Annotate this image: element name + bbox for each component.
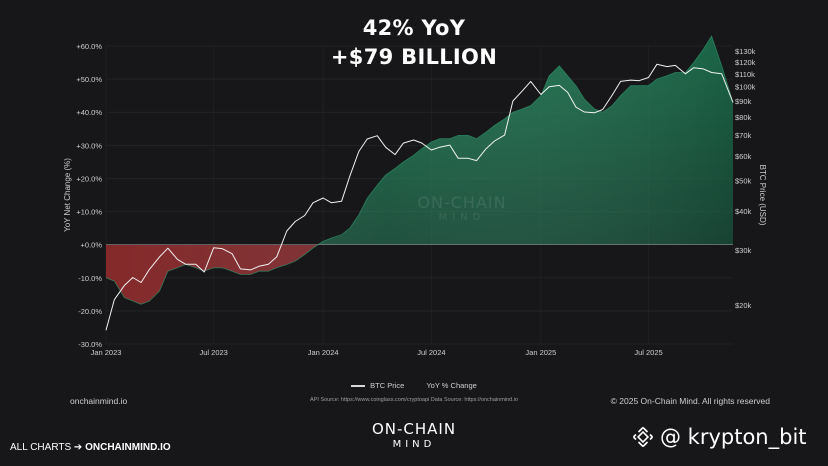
y2-tick-label: $40k [735, 207, 752, 216]
y2-tick-label: $120k [735, 58, 756, 67]
y2-tick-label: $110k [735, 70, 755, 79]
handle-text: @ krypton_bit [660, 425, 807, 449]
yoy-area [105, 35, 734, 305]
legend-yoy-label: YoY % Change [426, 381, 477, 390]
btc-price-series [105, 63, 734, 331]
y-tick-label: +30.0% [76, 141, 102, 150]
y2-tick-label: $70k [735, 131, 752, 140]
btc-price-line [105, 63, 734, 331]
y-tick-label: +20.0% [76, 174, 102, 183]
y2-tick-label: $100k [735, 83, 756, 92]
axes: +60.0% +50.0% +40.0% +30.0% +20.0% +10.0% +0.0… [63, 42, 767, 357]
copyright-notice: © 2025 On-Chain Mind. All rights reserve… [610, 396, 770, 406]
headline-amount: +$79 BILLION [330, 45, 498, 69]
api-source-note: API Source: https://www.coinglass.com/cr… [310, 397, 518, 403]
y2-tick-label: $50k [735, 177, 752, 186]
x-tick-label: Jul 2023 [199, 348, 227, 357]
y-tick-label: -20.0% [78, 307, 102, 316]
y2-tick-label: $60k [735, 152, 752, 161]
binance-icon [632, 426, 654, 448]
y-tick-label: -30.0% [78, 340, 102, 349]
yoy-outline [105, 35, 734, 305]
y2-tick-label: $30k [735, 246, 752, 255]
legend-price-label: BTC Price [370, 381, 405, 390]
y2-tick-label: $90k [735, 97, 752, 106]
all-charts-link[interactable]: ALL CHARTS ➔ ONCHAINMIND.IO [10, 442, 171, 453]
all-charts-prefix: ALL CHARTS [10, 442, 72, 453]
chart-legend: BTC Price YoY % Change [0, 381, 828, 390]
yoy-negative-area [106, 244, 733, 305]
social-handle: @ krypton_bit [632, 425, 807, 449]
y-tick-label: +40.0% [76, 108, 102, 117]
all-charts-site: ONCHAINMIND.IO [85, 442, 171, 453]
chart-watermark: ON-CHAIN MIND [400, 193, 524, 223]
watermark-line2: MIND [438, 212, 486, 223]
legend-item-yoy: YoY % Change [426, 381, 476, 390]
y-tick-label: +10.0% [76, 208, 102, 217]
x-tick-label: Jan 2023 [91, 348, 122, 357]
y2-axis-title: BTC Price (USD) [758, 165, 767, 226]
watermark-line1: ON-CHAIN [417, 193, 507, 212]
x-tick-label: Jul 2024 [417, 348, 445, 357]
x-tick-label: Jul 2025 [634, 348, 662, 357]
yoy-positive-shading [106, 36, 733, 245]
y-tick-label: -10.0% [78, 274, 102, 283]
brand-line1: ON-CHAIN [371, 420, 457, 438]
x-tick-label: Jan 2025 [525, 348, 556, 357]
headline-percent: 42% YoY [362, 16, 466, 40]
brand-line2: MIND [392, 439, 436, 450]
y-tick-label: +50.0% [76, 75, 102, 84]
arrow-icon: ➔ [73, 442, 83, 453]
y-tick-label: +0.0% [81, 241, 103, 250]
legend-item-price: BTC Price [351, 381, 404, 390]
legend-price-swatch [351, 384, 366, 387]
x-tick-label: Jan 2024 [308, 348, 339, 357]
chart-site-label: onchainmind.io [70, 396, 128, 406]
y2-tick-label: $80k [735, 113, 752, 122]
y2-tick-label: $20k [735, 301, 752, 310]
brand-logo: ON-CHAIN MIND [366, 420, 462, 450]
y-axis-title: YoY Net Change (%) [63, 158, 72, 232]
y2-tick-label: $130k [735, 47, 756, 56]
y-tick-label: +60.0% [76, 42, 102, 51]
